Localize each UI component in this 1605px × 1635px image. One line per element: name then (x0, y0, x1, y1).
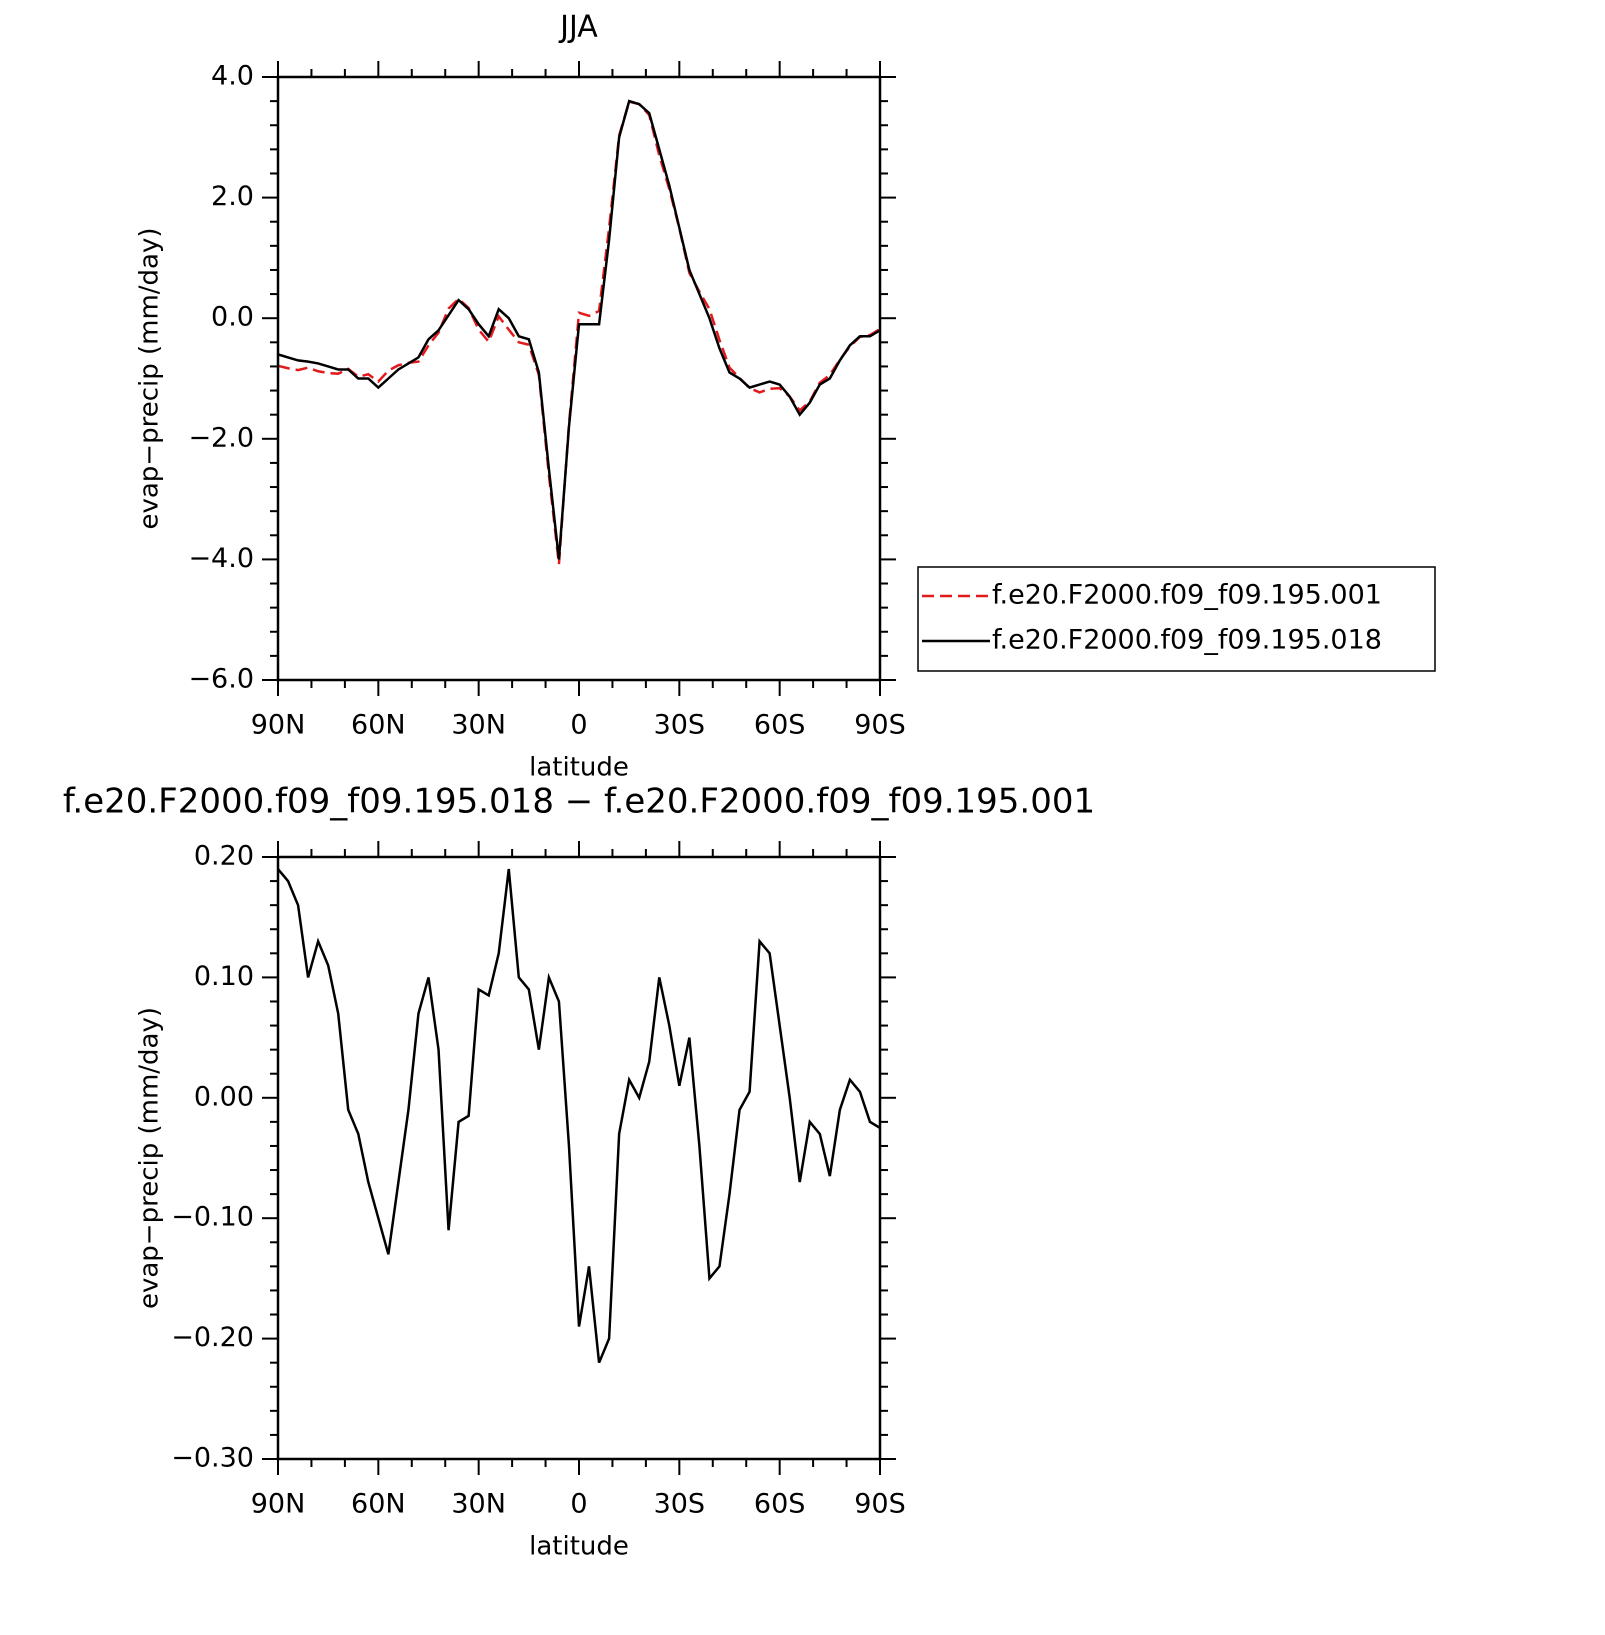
x-tick-label: 90N (251, 1489, 306, 1520)
y-tick-label: 0.20 (194, 841, 254, 872)
x-tick-label: 30S (654, 710, 706, 741)
x-tick-label: 90S (854, 1489, 906, 1520)
y-axis-label: evap−precip (mm/day) (135, 1007, 165, 1309)
chart-title: JJA (558, 10, 598, 45)
y-tick-label: −0.30 (171, 1443, 254, 1474)
y-tick-label: 0.00 (194, 1081, 254, 1112)
data-line (277, 100, 881, 565)
data-line (277, 99, 881, 560)
x-tick-label: 60S (754, 1489, 806, 1520)
x-tick-label: 90N (251, 710, 306, 741)
y-tick-label: −0.20 (171, 1322, 254, 1353)
x-tick-label: 60S (754, 710, 806, 741)
data-line (277, 868, 881, 1364)
y-tick-label: 2.0 (211, 181, 254, 212)
y-tick-label: 4.0 (211, 61, 254, 92)
legend-label: f.e20.F2000.f09_f09.195.018 (992, 625, 1382, 656)
x-tick-label: 60N (351, 710, 406, 741)
x-tick-label: 90S (854, 710, 906, 741)
chart-title: f.e20.F2000.f09_f09.195.018 − f.e20.F200… (63, 782, 1095, 822)
x-tick-label: 0 (570, 1489, 587, 1520)
y-tick-label: 0.10 (194, 961, 254, 992)
x-tick-label: 0 (570, 710, 587, 741)
x-tick-label: 30N (451, 1489, 506, 1520)
y-tick-label: −6.0 (188, 664, 254, 695)
y-tick-label: −2.0 (188, 422, 254, 453)
legend-box (917, 566, 1436, 672)
plot-frame (276, 75, 882, 682)
x-axis-label: latitude (529, 753, 629, 783)
y-tick-label: −4.0 (188, 543, 254, 574)
x-tick-label: 30N (451, 710, 506, 741)
y-tick-label: −0.10 (171, 1202, 254, 1233)
y-axis-label: evap−precip (mm/day) (135, 227, 165, 529)
x-tick-label: 60N (351, 1489, 406, 1520)
y-tick-label: 0.0 (211, 302, 254, 333)
plot-frame (276, 855, 882, 1461)
legend-label: f.e20.F2000.f09_f09.195.001 (992, 580, 1382, 611)
x-tick-label: 30S (654, 1489, 706, 1520)
x-axis-label: latitude (529, 1532, 629, 1562)
